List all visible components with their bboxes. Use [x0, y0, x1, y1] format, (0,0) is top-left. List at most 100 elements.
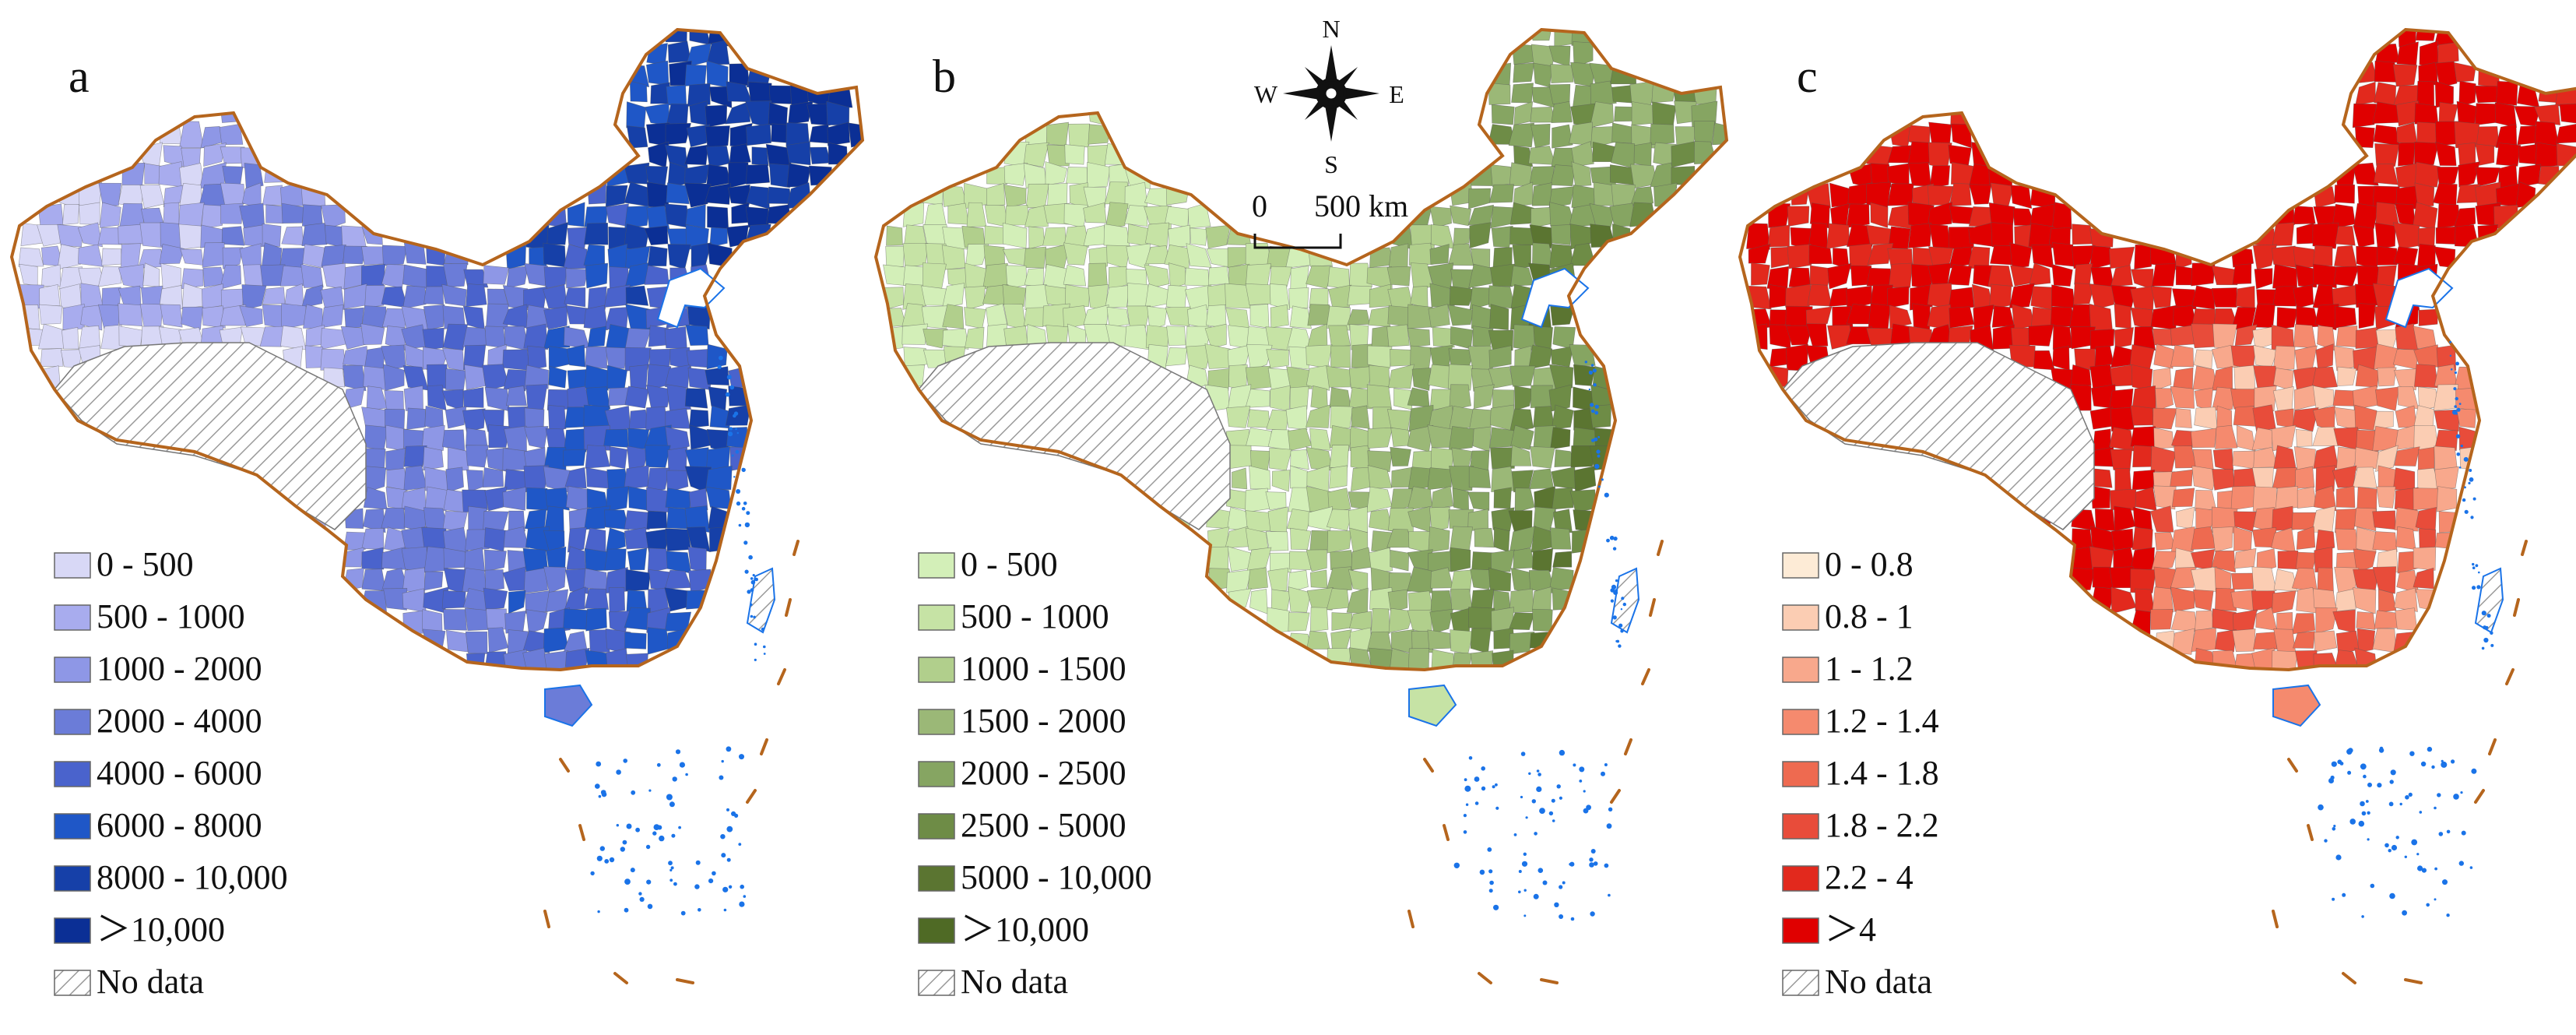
county-region [1366, 384, 1393, 410]
county-region [2150, 305, 2177, 330]
south-china-sea-inset [2272, 340, 2528, 984]
county-region [707, 242, 733, 268]
county-region [624, 527, 651, 550]
legend-item: 4000 - 6000 [54, 754, 262, 792]
county-region [363, 365, 388, 391]
county-region [239, 202, 265, 229]
county-region [726, 224, 749, 248]
county-region [445, 406, 467, 429]
county-region [2293, 631, 2315, 649]
county-region [1889, 305, 1912, 329]
north-arrow: N S E W [1254, 15, 1404, 178]
county-region [1347, 285, 1372, 306]
county-region [1290, 449, 1309, 470]
county-region [424, 486, 448, 513]
county-region [1328, 325, 1351, 347]
county-region [1103, 224, 1130, 248]
county-region [2296, 526, 2316, 550]
county-region [78, 202, 100, 225]
county-region [1289, 305, 1312, 329]
county-region [2272, 505, 2295, 531]
county-region [628, 409, 649, 429]
county-region [2009, 242, 2033, 269]
county-region [1064, 284, 1090, 308]
county-region [2398, 142, 2416, 167]
county-region [241, 284, 267, 311]
panel-letter: b [933, 51, 956, 102]
county-region [767, 186, 792, 204]
county-region [2212, 526, 2233, 552]
county-region [1387, 589, 1408, 613]
legend-swatch [1782, 552, 1819, 579]
county-region [2394, 446, 2420, 466]
county-region [2273, 445, 2297, 471]
county-region [605, 185, 628, 207]
county-region [486, 608, 508, 630]
county-region [1290, 265, 1309, 290]
county-region [2110, 265, 2133, 287]
county-region [1267, 429, 1291, 452]
county-region [1468, 607, 1495, 632]
legend-label: 1 - 1.2 [1825, 650, 1914, 688]
county-region [543, 566, 567, 594]
south-china-sea-inset [543, 355, 800, 984]
county-region [1493, 526, 1510, 553]
scale-bar: 0 500 km [1252, 188, 1408, 249]
county-region [361, 569, 386, 592]
county-region [1427, 629, 1451, 650]
county-region [2029, 262, 2051, 287]
county-region [705, 366, 729, 385]
county-region [381, 507, 406, 530]
county-region [1472, 426, 1492, 452]
county-region [725, 101, 751, 125]
county-region [2153, 427, 2174, 449]
county-region [1063, 242, 1088, 266]
county-region [1548, 83, 1571, 104]
county-region [1246, 343, 1273, 371]
county-region [665, 30, 687, 43]
county-region [585, 262, 609, 289]
county-region [1805, 323, 1829, 347]
county-region [1266, 349, 1289, 368]
county-region [483, 587, 508, 611]
county-region [2335, 485, 2356, 509]
county-region [2230, 485, 2256, 511]
county-region [202, 305, 226, 329]
county-region [1449, 285, 1475, 306]
county-region [1288, 551, 1313, 570]
county-region [1330, 406, 1354, 428]
county-region [220, 265, 242, 290]
county-region [506, 265, 529, 289]
county-region [1630, 186, 1654, 206]
county-region [1551, 100, 1573, 123]
county-region [585, 467, 610, 489]
county-region [2130, 569, 2157, 593]
county-region [2212, 469, 2235, 491]
county-region [947, 202, 969, 225]
county-region [2170, 385, 2195, 409]
scale-bar-line [1253, 234, 1342, 249]
county-region [1306, 587, 1334, 611]
county-region [2314, 303, 2339, 331]
county-region [689, 424, 712, 450]
county-region [942, 304, 965, 329]
legend-swatch [918, 917, 955, 944]
county-region [2355, 327, 2380, 349]
county-region [1467, 491, 1490, 511]
county-region [37, 224, 62, 247]
county-region [1285, 405, 1308, 431]
county-region [37, 323, 65, 350]
county-region [2030, 203, 2055, 227]
county-region [1105, 202, 1129, 230]
county-region [2153, 407, 2177, 430]
county-region [62, 304, 85, 330]
legend-item-no-data: No data [54, 963, 204, 1001]
county-region [1246, 547, 1272, 574]
county-region [624, 632, 647, 650]
county-region [118, 224, 143, 245]
legend-label: 1.2 - 1.4 [1825, 702, 1939, 740]
county-region [2373, 410, 2394, 431]
county-region [41, 264, 62, 287]
county-region [2252, 404, 2276, 432]
county-region [2130, 426, 2156, 448]
